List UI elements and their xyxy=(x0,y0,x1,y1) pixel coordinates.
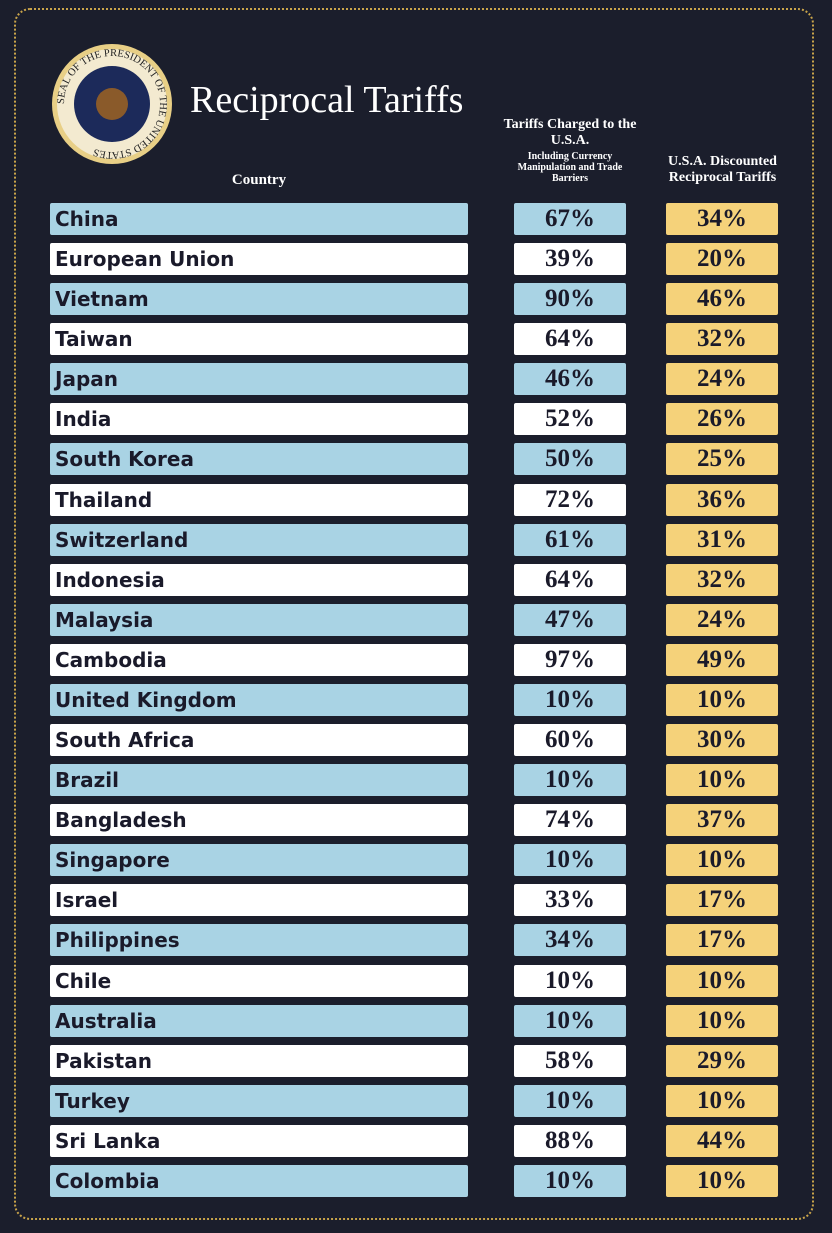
charged-cell: 10% xyxy=(514,764,626,797)
discounted-cell: 10% xyxy=(666,1164,778,1197)
charged-cell: 10% xyxy=(514,1164,626,1197)
discounted-cell: 24% xyxy=(666,363,778,396)
charged-cell: 50% xyxy=(514,443,626,476)
charged-cell: 60% xyxy=(514,724,626,757)
country-cell: Brazil xyxy=(50,764,468,797)
charged-cell: 10% xyxy=(514,844,626,877)
discounted-cell: 36% xyxy=(666,483,778,516)
country-cell: South Korea xyxy=(50,443,468,476)
charged-cell: 88% xyxy=(514,1124,626,1157)
discounted-cell: 32% xyxy=(666,323,778,356)
discounted-cell: 24% xyxy=(666,603,778,636)
country-cell: Turkey xyxy=(50,1084,468,1117)
charged-cell: 33% xyxy=(514,884,626,917)
charged-cell: 74% xyxy=(514,804,626,837)
discounted-cell: 37% xyxy=(666,804,778,837)
country-cell: India xyxy=(50,403,468,436)
discounted-cell: 44% xyxy=(666,1124,778,1157)
discounted-cell: 17% xyxy=(666,924,778,957)
frame xyxy=(14,8,814,1220)
discounted-cell: 10% xyxy=(666,844,778,877)
seal: SEAL OF THE PRESIDENT OF THE UNITED STAT… xyxy=(52,44,172,164)
discounted-cell: 32% xyxy=(666,563,778,596)
discounted-cell: 31% xyxy=(666,523,778,556)
country-cell: European Union xyxy=(50,243,468,276)
charged-cell: 97% xyxy=(514,643,626,676)
charged-cell: 10% xyxy=(514,1084,626,1117)
charged-cell: 72% xyxy=(514,483,626,516)
discounted-cell: 34% xyxy=(666,203,778,235)
discounted-cell: 10% xyxy=(666,1004,778,1037)
discounted-cell: 26% xyxy=(666,403,778,436)
charged-cell: 58% xyxy=(514,1044,626,1077)
country-cell: Cambodia xyxy=(50,643,468,676)
discounted-cell: 46% xyxy=(666,283,778,316)
country-cell: Chile xyxy=(50,964,468,997)
country-cell: South Africa xyxy=(50,724,468,757)
discounted-cell: 20% xyxy=(666,243,778,276)
discounted-cell: 49% xyxy=(666,643,778,676)
charged-cell: 10% xyxy=(514,1004,626,1037)
discounted-cell: 10% xyxy=(666,1084,778,1117)
country-cell: Bangladesh xyxy=(50,804,468,837)
discounted-cell: 10% xyxy=(666,964,778,997)
country-cell: Pakistan xyxy=(50,1044,468,1077)
column-header: Country xyxy=(231,172,287,188)
country-cell: Malaysia xyxy=(50,603,468,636)
discounted-cell: 25% xyxy=(666,443,778,476)
discounted-cell: 17% xyxy=(666,884,778,917)
country-cell: Indonesia xyxy=(50,563,468,596)
charged-cell: 39% xyxy=(514,243,626,276)
discounted-cell: 29% xyxy=(666,1044,778,1077)
country-cell: Sri Lanka xyxy=(50,1124,468,1157)
country-cell: Japan xyxy=(50,363,468,396)
title: Reciprocal Tariffs xyxy=(190,79,464,121)
charged-cell: 47% xyxy=(514,603,626,636)
country-cell: Vietnam xyxy=(50,283,468,316)
column-header: U.S.A. Discounted Reciprocal Tariffs xyxy=(668,154,777,185)
country-cell: Singapore xyxy=(50,844,468,877)
country-cell: Colombia xyxy=(50,1164,468,1197)
charged-cell: 10% xyxy=(514,683,626,716)
country-cell: United Kingdom xyxy=(50,683,468,716)
country-cell: Philippines xyxy=(50,924,468,957)
country-cell: Thailand xyxy=(50,483,468,516)
charged-cell: 67% xyxy=(514,203,626,235)
discounted-cell: 30% xyxy=(666,724,778,757)
country-cell: Australia xyxy=(50,1004,468,1037)
column-header: Tariffs Charged to the U.S.A. xyxy=(503,117,637,148)
charged-cell: 64% xyxy=(514,323,626,356)
country-cell: China xyxy=(50,203,468,235)
country-cell: Israel xyxy=(50,884,468,917)
charged-cell: 90% xyxy=(514,283,626,316)
charged-cell: 46% xyxy=(514,363,626,396)
discounted-cell: 10% xyxy=(666,683,778,716)
charged-cell: 34% xyxy=(514,924,626,957)
charged-cell: 64% xyxy=(514,563,626,596)
country-cell: Switzerland xyxy=(50,523,468,556)
charged-cell: 61% xyxy=(514,523,626,556)
charged-cell: 10% xyxy=(514,964,626,997)
country-cell: Taiwan xyxy=(50,323,468,356)
discounted-cell: 10% xyxy=(666,764,778,797)
column-note: Including Currency Manipulation and Trad… xyxy=(517,151,623,184)
charged-cell: 52% xyxy=(514,403,626,436)
